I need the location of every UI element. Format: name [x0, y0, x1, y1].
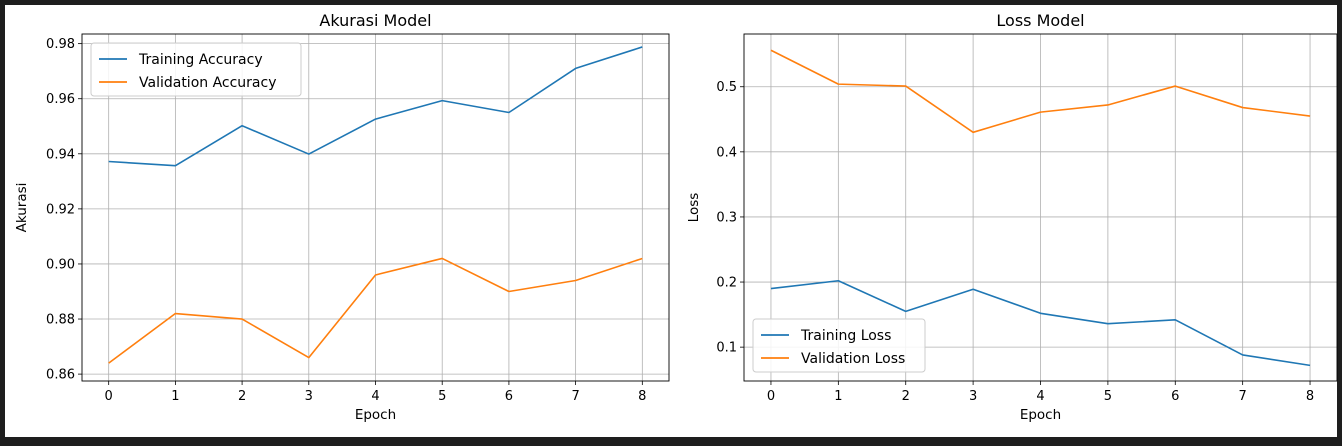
chart-1-title: Akurasi Model [319, 11, 431, 30]
chart-1-y-tick-label: 0.90 [46, 257, 75, 272]
chart-2-y-tick-label: 0.1 [716, 341, 737, 356]
chart-2-y-axis-label: Loss [686, 193, 702, 223]
chart-2-series-training [770, 279, 1311, 367]
chart-1-legend: Training Accuracy Validation Accuracy [90, 42, 302, 97]
chart-2-legend: Training Loss Validation Loss [752, 318, 926, 373]
chart-1-x-tick-label: 0 [105, 389, 113, 404]
chart-1-y-tick-label: 0.86 [46, 368, 75, 383]
chart-1-series-validation [108, 257, 643, 364]
chart-2-x-tick-label: 0 [767, 389, 775, 404]
chart-2-x-tick-label: 1 [834, 389, 842, 404]
chart-2-series-validation [770, 49, 1311, 134]
chart-2-y-tick-label: 0.3 [716, 210, 737, 225]
chart-2-title: Loss Model [996, 11, 1084, 30]
chart-2-x-tick-label: 8 [1306, 389, 1314, 404]
chart-1-x-tick-label: 8 [638, 389, 646, 404]
chart-2-x-tick-label: 2 [902, 389, 910, 404]
chart-2-legend-label-training: Training Loss [800, 328, 891, 344]
chart-2-y-tick-label: 0.2 [716, 276, 737, 291]
chart-2: 0 1 2 3 4 5 6 7 8 0.1 0.2 0.3 0.4 0.5 Loss Model Epoch L… [686, 11, 1338, 423]
chart-2-legend-box [752, 318, 926, 373]
chart-1-y-axis-label: Akurasi [14, 183, 30, 233]
chart-2-x-tick-label: 5 [1104, 389, 1112, 404]
chart-2-x-tick-label: 3 [969, 389, 977, 404]
chart-1-y-tick-label: 0.88 [46, 313, 75, 328]
chart-1-x-tick-label: 5 [438, 389, 446, 404]
chart-1-legend-label-validation: Validation Accuracy [139, 75, 277, 91]
chart-1-series-training [108, 46, 643, 167]
chart-2-x-tick-label: 4 [1036, 389, 1044, 404]
chart-2-x-tick-label: 6 [1171, 389, 1179, 404]
chart-2-y-tick-label: 0.4 [716, 145, 737, 160]
chart-1-x-axis-label: Epoch [355, 407, 396, 423]
chart-2-y-tick-label: 0.5 [716, 80, 737, 95]
chart-1: 0 1 2 3 4 5 6 7 8 0.86 0.88 0.90 0.92 0.94 0.96 0.98 Aku… [14, 11, 670, 423]
chart-2-x-tick-label: 7 [1239, 389, 1247, 404]
chart-1-y-tick-label: 0.96 [46, 92, 75, 107]
chart-1-y-tick-label: 0.98 [46, 37, 75, 52]
chart-1-x-tick-label: 4 [371, 389, 379, 404]
chart-1-x-tick-label: 2 [238, 389, 246, 404]
chart-1-x-tick-label: 6 [505, 389, 513, 404]
chart-2-legend-label-validation: Validation Loss [801, 351, 905, 367]
chart-1-legend-label-training: Training Accuracy [138, 52, 263, 68]
chart-1-y-tick-label: 0.94 [46, 147, 75, 162]
chart-1-x-tick-label: 7 [571, 389, 579, 404]
chart-1-y-tick-label: 0.92 [46, 202, 75, 217]
chart-1-x-tick-label: 1 [171, 389, 179, 404]
chart-1-legend-box [90, 42, 302, 97]
chart-2-x-axis-label: Epoch [1020, 407, 1061, 423]
chart-1-x-tick-label: 3 [305, 389, 313, 404]
